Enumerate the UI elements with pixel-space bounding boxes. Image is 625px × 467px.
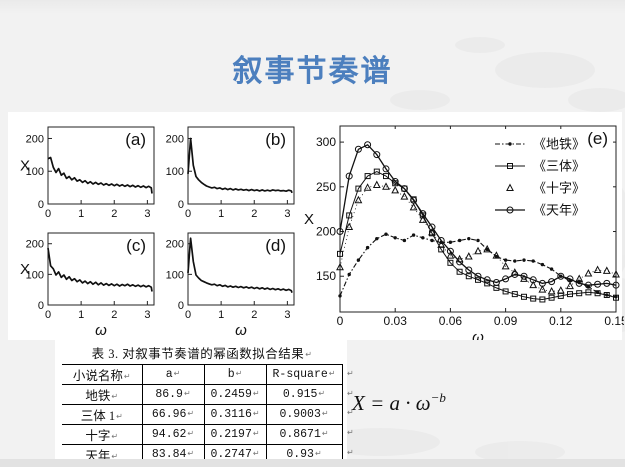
top-band <box>0 0 625 14</box>
bottom-band <box>0 459 625 467</box>
svg-text:ω: ω <box>235 322 247 339</box>
table-cell: 66.96↵ <box>142 404 205 425</box>
svg-text:0: 0 <box>185 208 191 220</box>
svg-text:(c): (c) <box>126 236 146 255</box>
svg-text:(d): (d) <box>265 236 286 255</box>
table-caption: 表 3. 对叙事节奏谱的幂函数拟合结果↵ <box>62 343 342 362</box>
fit-table-body: 地铁↵ 86.9↵ 0.2459↵ 0.915↵ 三体 1↵ 66.96↵ 0.3116↵ 0… <box>62 384 343 465</box>
table-cell: 0.3116↵ <box>204 404 267 425</box>
page-title: 叙事节奏谱 <box>232 55 393 89</box>
svg-text:200: 200 <box>316 225 336 239</box>
formula-lhs: X = a · ω <box>352 391 431 415</box>
svg-text:1: 1 <box>78 208 84 220</box>
svg-text:100: 100 <box>26 166 44 178</box>
svg-text:2: 2 <box>251 208 257 220</box>
svg-text:《天年》: 《天年》 <box>533 203 585 218</box>
svg-text:2: 2 <box>111 309 117 321</box>
svg-text:ω: ω <box>472 329 484 340</box>
svg-text:200: 200 <box>26 133 44 145</box>
svg-text:1: 1 <box>218 309 224 321</box>
svg-text:0.12: 0.12 <box>549 314 573 328</box>
table-header-row: 小说名称↵ a↵ b↵ R-square↵ <box>62 364 343 385</box>
svg-text:(e): (e) <box>587 129 608 148</box>
svg-text:0: 0 <box>45 208 51 220</box>
svg-text:3: 3 <box>144 309 150 321</box>
table-cell: 0.8671↵ <box>266 424 343 445</box>
table-cell: b↵ <box>204 364 267 385</box>
table-cell: 地铁↵ <box>62 384 143 405</box>
return-mark: ↵ <box>347 408 354 418</box>
svg-text:X: X <box>20 261 30 278</box>
table-cell: 三体 1↵ <box>62 404 143 425</box>
svg-text:250: 250 <box>316 180 336 194</box>
table-cell: 86.9↵ <box>142 384 205 405</box>
svg-text:ω: ω <box>95 322 107 339</box>
table-row: 十字↵ 94.62↵ 0.2197↵ 0.8671↵ <box>62 424 343 445</box>
table-cell: 小说名称↵ <box>62 364 143 385</box>
svg-text:100: 100 <box>26 269 44 281</box>
svg-text:《三体》: 《三体》 <box>533 159 585 174</box>
svg-text:200: 200 <box>26 239 44 251</box>
table-cell: 0.2459↵ <box>204 384 267 405</box>
svg-text:0: 0 <box>38 199 44 211</box>
svg-text:0: 0 <box>38 300 44 312</box>
return-mark: ↵ <box>347 369 354 378</box>
svg-text:0: 0 <box>337 314 344 328</box>
table-cell: R-square↵ <box>266 364 343 385</box>
table-row: 地铁↵ 86.9↵ 0.2459↵ 0.915↵ <box>62 384 343 405</box>
svg-text:0.03: 0.03 <box>384 314 408 328</box>
svg-text:0: 0 <box>178 300 184 312</box>
table-cell: 0.915↵ <box>266 384 343 405</box>
return-mark: ↵ <box>347 447 354 457</box>
svg-text:X: X <box>20 158 30 175</box>
svg-text:3: 3 <box>284 208 290 220</box>
svg-text:(a): (a) <box>125 130 146 149</box>
svg-text:200: 200 <box>166 133 184 145</box>
row-end-marks: ↵ ↵ ↵ ↵ ↵ <box>347 364 354 463</box>
table-row: 三体 1↵ 66.96↵ 0.3116↵ 0.9003↵ <box>62 404 343 425</box>
svg-text:0: 0 <box>178 199 184 211</box>
return-mark: ↵ <box>347 428 354 438</box>
svg-text:1: 1 <box>78 309 84 321</box>
svg-text:0.06: 0.06 <box>439 314 463 328</box>
svg-text:1: 1 <box>218 208 224 220</box>
svg-text:《地铁》: 《地铁》 <box>533 137 585 152</box>
svg-text:X: X <box>304 211 314 228</box>
fit-table-panel: 表 3. 对叙事节奏谱的幂函数拟合结果↵ 小说名称↵ a↵ b↵ R-square↵ … <box>55 339 347 465</box>
table-cell: 0.2197↵ <box>204 424 267 445</box>
table-cell: 0.9003↵ <box>266 404 343 425</box>
svg-text:100: 100 <box>166 269 184 281</box>
fit-table: 小说名称↵ a↵ b↵ R-square↵ 地铁↵ 86.9↵ 0.2459↵ 0.915↵… <box>62 364 343 465</box>
svg-text:3: 3 <box>144 208 150 220</box>
return-mark: ↵ <box>347 388 354 398</box>
table-cell: a↵ <box>142 364 205 385</box>
svg-text:300: 300 <box>316 135 336 149</box>
formula-exponent: −b <box>430 390 446 405</box>
svg-text:《十字》: 《十字》 <box>533 181 585 196</box>
fit-table-head: 小说名称↵ a↵ b↵ R-square↵ <box>62 364 343 385</box>
svg-text:0: 0 <box>185 309 191 321</box>
svg-text:3: 3 <box>284 309 290 321</box>
svg-text:0: 0 <box>45 309 51 321</box>
power-law-formula: X = a · ω−b <box>352 390 446 416</box>
svg-text:100: 100 <box>166 166 184 178</box>
svg-text:0.09: 0.09 <box>494 314 518 328</box>
plots-panel <box>8 112 622 340</box>
svg-text:0.15: 0.15 <box>604 314 624 328</box>
svg-text:2: 2 <box>251 309 257 321</box>
svg-text:150: 150 <box>316 269 336 283</box>
svg-text:(b): (b) <box>265 130 286 149</box>
plot-d-spectrum: 0 1 2 3 0 100 200 (d) ω <box>166 232 295 339</box>
table-cell: 十字↵ <box>62 424 143 445</box>
return-mark: ↵ <box>305 350 313 359</box>
plot-e-comparison: 0 0.03 0.06 0.09 0.12 0.15 150 200 250 300 (e) Xω 《地… <box>304 125 624 340</box>
table-caption-text: 表 3. 对叙事节奏谱的幂函数拟合结果 <box>91 347 305 361</box>
svg-text:200: 200 <box>166 239 184 251</box>
plot-b-spectrum: 0 1 2 3 0 100 200 (b) <box>166 126 295 220</box>
svg-text:2: 2 <box>111 208 117 220</box>
plot-c-spectrum: 0 1 2 3 0 100 200 (c) Xω <box>20 232 155 339</box>
table-cell: 94.62↵ <box>142 424 205 445</box>
plot-a-spectrum: 0 1 2 3 0 100 200 (a) X <box>20 126 155 220</box>
